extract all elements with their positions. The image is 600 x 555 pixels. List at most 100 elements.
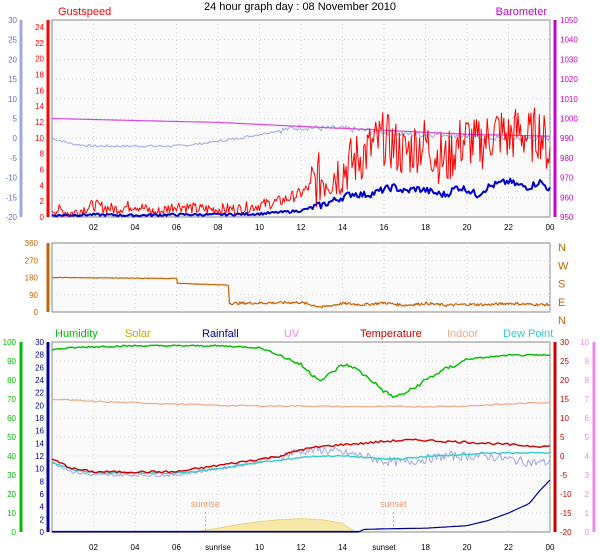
rainfall-axis-tick: 26	[35, 363, 44, 372]
uv-axis-tick: 1	[585, 509, 590, 518]
humidity-axis-tick: 40	[7, 452, 16, 461]
bottom-x-tick: 00	[546, 543, 555, 552]
compass-axis-label: N	[558, 315, 566, 327]
barometer-axis-tick: 990	[560, 134, 574, 143]
legend-temperature: Temperature	[360, 328, 422, 340]
barometer-label: Barometer	[496, 6, 548, 18]
uv-axis-tick: 6	[585, 414, 590, 423]
temperature-right-axis-tick: 0	[560, 452, 565, 461]
gustspeed-label: Gustspeed	[58, 6, 111, 18]
uv-axis-tick: 7	[585, 395, 590, 404]
direction-axis-tick: 180	[25, 274, 39, 283]
gust-axis-tick: 12	[35, 118, 44, 127]
humidity-axis-tick: 60	[7, 414, 16, 423]
gust-axis-tick: 18	[35, 71, 44, 80]
top-x-tick: 22	[504, 223, 513, 232]
humidity-axis-tick: 90	[7, 357, 16, 366]
temperature-axis-tick: 10	[8, 95, 17, 104]
top-x-tick: 14	[338, 223, 347, 232]
bottom-x-tick: sunrise	[205, 543, 231, 552]
gustspeed-line	[51, 107, 551, 218]
top-x-tick: 06	[172, 223, 181, 232]
gust-axis-tick: 10	[35, 134, 44, 143]
humidity-axis-tick: 70	[7, 395, 16, 404]
graph-title: 24 hour graph day : 08 November 2010	[204, 1, 396, 13]
gust-axis-tick: 20	[35, 55, 44, 64]
legend-dew-point: Dew Point	[503, 328, 553, 340]
temperature-axis-tick: 25	[8, 36, 17, 45]
temperature-right-axis-tick: -20	[560, 528, 572, 537]
uv-axis-tick: 0	[585, 528, 590, 537]
humidity-axis-tick: 20	[7, 490, 16, 499]
rainfall-axis-tick: 20	[35, 401, 44, 410]
uv-axis-tick: 2	[585, 490, 590, 499]
temperature-right-axis-tick: 25	[560, 357, 569, 366]
gust-axis-tick: 8	[40, 150, 45, 159]
compass-axis-label: W	[558, 260, 569, 272]
legend-indoor: Indoor	[447, 328, 479, 340]
temperature-axis-tick: -15	[5, 193, 17, 202]
rainfall-axis-tick: 8	[40, 477, 45, 486]
uv-axis-tick: 9	[585, 357, 590, 366]
barometer-axis-tick: 1050	[560, 16, 578, 25]
top-x-tick: 02	[89, 223, 98, 232]
temperature-right-axis-tick: -10	[560, 490, 572, 499]
bottom-x-tick: 10	[255, 543, 264, 552]
rainfall-axis-tick: 30	[35, 338, 44, 347]
bottom-x-tick: 12	[297, 543, 306, 552]
barometer-axis-tick: 1010	[560, 95, 578, 104]
humidity-line	[51, 344, 551, 399]
direction-axis-tick: 360	[25, 239, 39, 248]
temperature-right-axis-tick: 15	[560, 395, 569, 404]
top-x-tick: 00	[546, 223, 555, 232]
gust-axis-tick: 4	[40, 181, 45, 190]
rainfall-axis-tick: 2	[40, 515, 45, 524]
temperature-right-axis-tick: 10	[560, 414, 569, 423]
temperature-axis-tick: 5	[13, 115, 18, 124]
temperature-axis-tick: 15	[8, 75, 17, 84]
temperature-right-axis-tick: 20	[560, 376, 569, 385]
legend-humidity: Humidity	[55, 328, 98, 340]
barometer-axis-tick: 960	[560, 193, 574, 202]
temperature-right-axis-tick: -15	[560, 509, 572, 518]
compass-axis-label: S	[558, 279, 565, 291]
bottom-x-tick: 04	[131, 543, 140, 552]
uv-axis-tick: 4	[585, 452, 590, 461]
rainfall-axis-tick: 22	[35, 389, 44, 398]
rainfall-axis-tick: 28	[35, 351, 44, 360]
gust-axis-tick: 0	[40, 213, 45, 222]
legend-rainfall: Rainfall	[202, 328, 239, 340]
temperature-axis-tick: -10	[5, 174, 17, 183]
legend-uv: UV	[284, 328, 300, 340]
temperature-line	[51, 438, 551, 474]
compass-axis-label: E	[558, 297, 565, 309]
bottom-x-tick: 14	[338, 543, 347, 552]
uv-axis-tick: 10	[580, 338, 589, 347]
temperature-right-axis-tick: -5	[560, 471, 568, 480]
barometer-axis-tick: 1030	[560, 55, 578, 64]
gust-axis-tick: 6	[40, 166, 45, 175]
humidity-axis-tick: 0	[12, 528, 17, 537]
top-x-tick: 10	[255, 223, 264, 232]
rainfall-axis-tick: 14	[35, 439, 44, 448]
direction-axis-tick: 0	[34, 308, 39, 317]
bottom-x-tick: 22	[504, 543, 513, 552]
gust-axis-tick: 14	[35, 102, 44, 111]
temperature-right-axis-tick: 30	[560, 338, 569, 347]
rainfall-axis-tick: 18	[35, 414, 44, 423]
barometer-line	[51, 117, 551, 137]
barometer-axis-tick: 1040	[560, 36, 578, 45]
bottom-x-tick: 02	[89, 543, 98, 552]
rainfall-axis-tick: 0	[40, 528, 45, 537]
direction-axis-tick: 270	[25, 256, 39, 265]
uv-axis-tick: 3	[585, 471, 590, 480]
temperature-axis-tick: 30	[8, 16, 17, 25]
sunrise-marker-label: sunrise	[191, 499, 220, 509]
humidity-axis-tick: 10	[7, 509, 16, 518]
humidity-axis-tick: 50	[7, 433, 16, 442]
windspeed-line	[51, 177, 551, 218]
rainfall-axis-tick: 4	[40, 503, 45, 512]
temperature-axis-tick: -20	[5, 213, 17, 222]
barometer-axis-tick: 980	[560, 154, 574, 163]
